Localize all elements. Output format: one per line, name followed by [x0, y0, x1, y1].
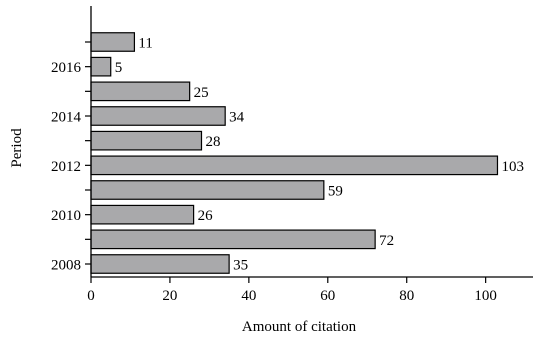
x-tick-label-80: 80	[399, 288, 414, 304]
y-axis-title: Period	[9, 128, 25, 168]
data-labels-layer: 35 72 26 59 103 28 34 25 5 11	[115, 36, 524, 274]
y-tick-label-2010: 2010	[51, 208, 81, 224]
data-label-2015: 25	[194, 85, 209, 101]
x-tick-label-0: 0	[87, 288, 95, 304]
y-tick-label-2014: 2014	[51, 110, 82, 126]
x-axis-title: Amount of citation	[242, 319, 357, 335]
bar-2014	[90, 106, 226, 126]
y-tick-label-2016: 2016	[51, 60, 82, 76]
bar-2008	[90, 254, 230, 274]
data-label-2012: 103	[501, 159, 524, 175]
bar-2013	[90, 130, 203, 151]
bar-2016	[90, 56, 112, 77]
y-axis-ticks: 2008 2010 2012 2014 2016	[51, 41, 91, 274]
x-tick-label-60: 60	[320, 288, 335, 304]
data-label-2013: 28	[206, 134, 221, 150]
bar-2017	[90, 32, 136, 52]
data-label-2017: 11	[138, 36, 152, 52]
bar-2015	[90, 81, 191, 102]
bar-2011	[90, 180, 325, 200]
bars-layer	[90, 32, 499, 274]
x-tick-label-20: 20	[162, 288, 177, 304]
data-label-2016: 5	[115, 60, 123, 76]
data-label-2010: 26	[198, 208, 214, 224]
data-label-2009: 72	[379, 233, 394, 249]
x-tick-label-40: 40	[241, 288, 256, 304]
x-axis-ticks: 0 20 40 60 80 100	[87, 277, 497, 304]
data-label-2011: 59	[328, 184, 343, 200]
bar-2012	[90, 155, 499, 176]
bar-2010	[90, 204, 195, 225]
data-label-2014: 34	[229, 110, 245, 126]
x-tick-label-100: 100	[474, 288, 497, 304]
y-tick-label-2012: 2012	[51, 159, 81, 175]
bar-2009	[90, 229, 376, 250]
data-label-2008: 35	[233, 258, 248, 274]
y-tick-label-2008: 2008	[51, 258, 81, 274]
